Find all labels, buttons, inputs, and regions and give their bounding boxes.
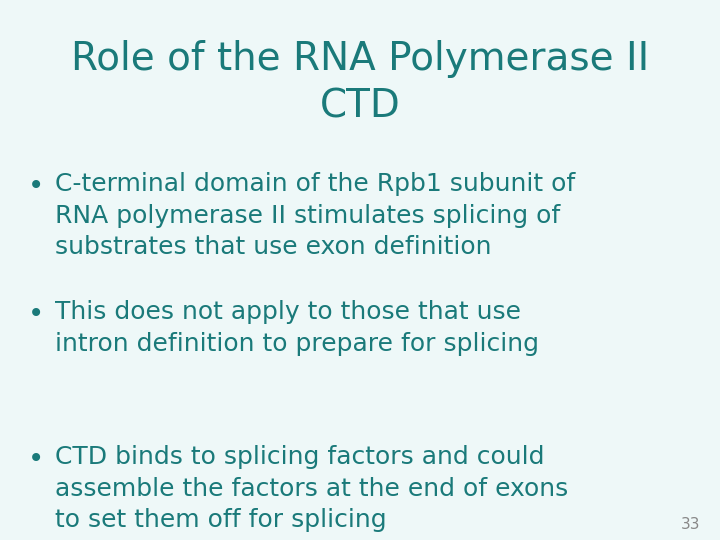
Text: •: • [28,172,44,200]
Text: C-terminal domain of the Rpb1 subunit of
RNA polymerase II stimulates splicing o: C-terminal domain of the Rpb1 subunit of… [55,172,575,259]
Text: 33: 33 [680,517,700,532]
Text: CTD binds to splicing factors and could
assemble the factors at the end of exons: CTD binds to splicing factors and could … [55,445,568,532]
Text: •: • [28,445,44,473]
Text: This does not apply to those that use
intron definition to prepare for splicing: This does not apply to those that use in… [55,300,539,356]
Text: Role of the RNA Polymerase II
CTD: Role of the RNA Polymerase II CTD [71,40,649,125]
Text: •: • [28,300,44,328]
